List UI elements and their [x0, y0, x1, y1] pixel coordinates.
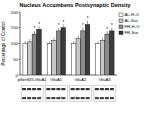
legend-swatch: [119, 31, 123, 35]
legend-label: AL-Suc: [125, 18, 139, 23]
significance: *: [58, 23, 60, 28]
blot-band: [56, 97, 60, 99]
y-tick: [19, 75, 21, 76]
bar: [85, 25, 90, 75]
blot-band: [22, 97, 26, 99]
bar: [37, 29, 42, 75]
significance: *: [87, 16, 89, 21]
blot-band: [32, 97, 36, 99]
bar: [96, 44, 101, 76]
y-tick: [19, 43, 21, 44]
blot-band: [105, 97, 109, 99]
error-bar: [73, 41, 74, 44]
blot-band: [100, 97, 104, 99]
x-tick-label: pSer845-GluA1: [18, 77, 48, 82]
blot-band: [71, 88, 75, 90]
blot-band: [37, 88, 41, 90]
blot-frame: [94, 86, 116, 102]
y-tick: [19, 27, 21, 28]
legend-label: FR-Suc: [125, 30, 139, 35]
blot-band: [46, 97, 50, 99]
y-tick-label: 100: [11, 41, 19, 46]
y-tick: [19, 59, 21, 60]
blot-frame: [21, 86, 43, 102]
x-tick-label: GluA3: [99, 77, 111, 82]
bar: [56, 31, 61, 75]
legend-label: FR-H₂O: [125, 24, 141, 29]
blot-band: [110, 88, 114, 90]
blot-band: [105, 88, 109, 90]
blot-band: [27, 88, 31, 90]
blot-band: [76, 97, 80, 99]
error-bar: [29, 39, 30, 42]
blot-band: [81, 97, 85, 99]
bar: [81, 31, 86, 75]
blot-band: [100, 88, 104, 90]
bar: [52, 40, 57, 75]
error-bar: [54, 38, 55, 41]
bar: [109, 31, 114, 75]
significance: *: [106, 27, 108, 32]
bar: [23, 44, 28, 76]
significance: *: [62, 20, 64, 25]
blot-band: [71, 97, 75, 99]
chart: Nucleus Accumbens Postsynaptic Density Pe…: [0, 0, 150, 113]
bar: [32, 34, 37, 75]
error-bar: [82, 27, 83, 30]
legend-swatch: [119, 19, 123, 23]
blot-band: [61, 88, 65, 90]
blot-band: [86, 88, 90, 90]
x-tick-label: GluA1: [51, 77, 63, 82]
y-tick-label: 200: [11, 10, 19, 15]
blot-band: [86, 97, 90, 99]
y-tick: [19, 12, 21, 13]
blot-band: [81, 88, 85, 90]
bar: [76, 39, 81, 75]
error-bar: [25, 41, 26, 44]
blot-frame: [70, 86, 92, 102]
significance: *: [34, 26, 36, 31]
x-tick-label: GluA2: [75, 77, 87, 82]
bars: [23, 21, 114, 75]
bar: [28, 42, 33, 75]
bar: [61, 28, 66, 75]
legend-swatch: [119, 13, 123, 17]
bar: [105, 34, 110, 75]
legend-label: AL-H₂O: [125, 12, 140, 17]
error-bar: [102, 38, 103, 41]
title: Nucleus Accumbens Postsynaptic Density: [19, 2, 131, 8]
blot-band: [46, 88, 50, 90]
blot-band: [51, 97, 55, 99]
bar: [100, 40, 105, 75]
significance: *: [38, 22, 40, 27]
blot-band: [95, 88, 99, 90]
blot-band: [22, 88, 26, 90]
blot-band: [51, 88, 55, 90]
blot-band: [37, 97, 41, 99]
error-bar: [97, 41, 98, 43]
blot-band: [56, 88, 60, 90]
blot-band: [61, 97, 65, 99]
error-bar: [49, 41, 50, 43]
y-tick-label: 150: [11, 25, 19, 30]
significance: *: [111, 23, 113, 28]
blot-band: [110, 97, 114, 99]
bar: [47, 44, 52, 76]
legend-swatch: [119, 25, 123, 29]
significance: *: [82, 23, 84, 28]
bar: [71, 44, 76, 76]
blot-band: [95, 97, 99, 99]
y-label: Percentage of Control: [1, 22, 6, 66]
error-bar: [87, 21, 88, 25]
error-bar: [78, 36, 79, 39]
blot-frame: [45, 86, 67, 102]
y-tick-label: 50: [13, 57, 18, 62]
error-bar: [63, 24, 64, 27]
blot-band: [27, 97, 31, 99]
blot-band: [32, 88, 36, 90]
blot-band: [76, 88, 80, 90]
y-axis: [20, 12, 21, 75]
